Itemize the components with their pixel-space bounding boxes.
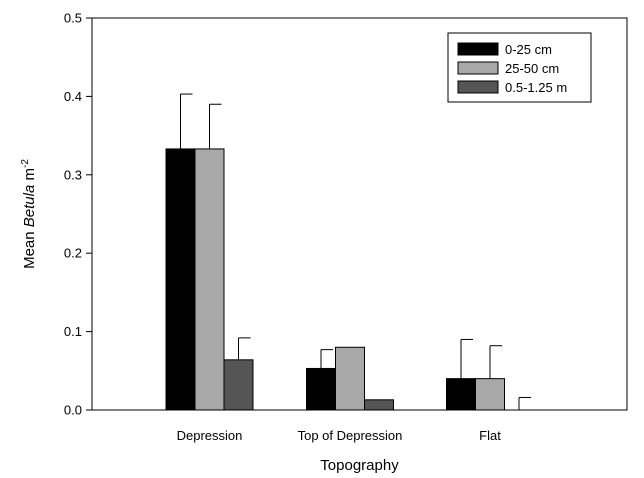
legend-label: 0.5-1.25 m bbox=[505, 80, 567, 95]
bar bbox=[306, 367, 336, 411]
y-tick-label: 0.4 bbox=[64, 89, 82, 104]
y-axis-label-italic: Betula bbox=[21, 185, 38, 228]
bar bbox=[165, 148, 196, 411]
y-axis-label-prefix: Mean bbox=[21, 227, 38, 269]
x-tick-label: Top of Depression bbox=[298, 428, 403, 443]
bar bbox=[194, 148, 225, 411]
bar bbox=[223, 359, 254, 411]
bar bbox=[446, 378, 476, 411]
x-tick-label: Flat bbox=[479, 428, 501, 443]
x-axis-label: Topography bbox=[320, 457, 399, 474]
y-tick-label: 0.2 bbox=[64, 246, 82, 261]
legend-swatch bbox=[457, 61, 499, 75]
legend-label: 0-25 cm bbox=[505, 42, 552, 57]
bar bbox=[335, 346, 365, 411]
y-tick-label: 0.3 bbox=[64, 167, 82, 182]
bar bbox=[475, 378, 505, 411]
y-tick-label: 0.5 bbox=[64, 11, 82, 26]
x-tick-label: Depression bbox=[177, 428, 243, 443]
y-tick-label: 0.0 bbox=[64, 403, 82, 418]
bars-layer bbox=[165, 93, 531, 411]
y-axis-label-unit: m bbox=[21, 168, 38, 185]
y-axis-label: Mean Betula m-2 bbox=[20, 159, 38, 269]
y-tick-label: 0.1 bbox=[64, 324, 82, 339]
y-axis: 0.0 0.1 0.2 0.3 0.4 0.5 bbox=[64, 11, 92, 418]
x-axis: Depression Top of Depression Flat bbox=[177, 428, 502, 443]
y-axis-label-superscript: -2 bbox=[20, 159, 31, 168]
legend-swatch bbox=[457, 80, 499, 94]
legend-label: 25-50 cm bbox=[505, 61, 559, 76]
legend-swatch bbox=[457, 42, 499, 56]
legend: 0-25 cm 25-50 cm 0.5-1.25 m bbox=[447, 32, 592, 103]
bar bbox=[364, 399, 394, 411]
